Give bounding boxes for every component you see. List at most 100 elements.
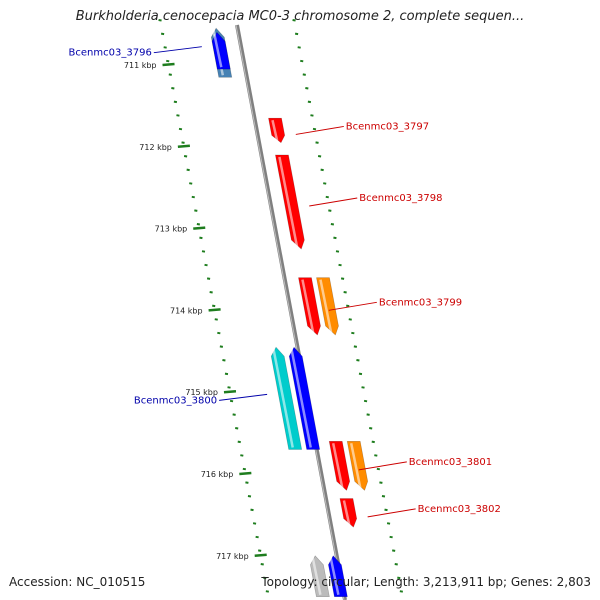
scale-tick-mark bbox=[162, 62, 175, 67]
ruler-dot bbox=[366, 413, 370, 416]
ruler-dot bbox=[392, 549, 396, 552]
ruler-dot bbox=[250, 508, 254, 512]
gene-label-bcenmc03-3801-leader bbox=[358, 461, 407, 471]
gene-unlabeled-gray-shine bbox=[311, 557, 322, 595]
ruler-dot bbox=[199, 236, 203, 240]
scale-tick-mark bbox=[239, 471, 252, 476]
ruler-dot bbox=[325, 195, 329, 199]
scale-tick-label: 716 kbp bbox=[201, 470, 234, 479]
gene-unlabeled-orange[interactable] bbox=[346, 440, 369, 491]
ruler-dot bbox=[212, 304, 216, 308]
ruler-dot bbox=[320, 168, 324, 172]
gene-bcenmc03-3798[interactable] bbox=[275, 154, 305, 250]
ruler-dot bbox=[340, 277, 345, 280]
ruler-dot bbox=[217, 331, 221, 335]
ruler-dot bbox=[194, 209, 198, 212]
ruler-dot bbox=[323, 182, 327, 185]
ruler-dot bbox=[232, 413, 236, 416]
ruler-dot bbox=[222, 359, 226, 362]
ruler-dot bbox=[348, 318, 352, 321]
scale-tick-mark bbox=[254, 553, 267, 558]
gene-label-bcenmc03-3796-leader bbox=[153, 46, 202, 54]
ruler-dot bbox=[242, 467, 247, 471]
gene-bcenmc03-3799-shine bbox=[301, 279, 315, 334]
ruler-dot bbox=[305, 87, 309, 90]
ruler-dot bbox=[204, 263, 208, 267]
ruler-dot bbox=[201, 250, 206, 253]
ruler-dot bbox=[227, 386, 231, 389]
ruler-dot bbox=[363, 399, 368, 403]
ruler-dot bbox=[247, 495, 252, 498]
ruler-dot bbox=[386, 522, 391, 525]
ruler-dot bbox=[173, 100, 178, 104]
gene-bcenmc03-3797-shine bbox=[271, 119, 279, 141]
ruler-dot bbox=[186, 168, 190, 172]
ruler-dot bbox=[181, 141, 185, 144]
ruler-dot bbox=[255, 535, 259, 539]
ruler-dot bbox=[260, 563, 264, 566]
ruler-dot bbox=[310, 114, 314, 117]
map-title: Burkholderia cenocepacia MC0-3 chromosom… bbox=[75, 9, 525, 24]
gene-bcenmc03-3801[interactable] bbox=[328, 440, 351, 491]
ruler-dot bbox=[235, 427, 239, 430]
ruler-dot bbox=[292, 19, 296, 22]
scale-tick-label: 715 kbp bbox=[185, 388, 218, 397]
ruler-dot bbox=[351, 331, 355, 335]
ruler-dot bbox=[240, 454, 244, 457]
ruler-dot bbox=[361, 386, 365, 389]
gene-label-bcenmc03-3802[interactable]: Bcenmc03_3802 bbox=[418, 504, 501, 515]
ruler-dot bbox=[183, 155, 188, 158]
gene-label-bcenmc03-3798-leader bbox=[309, 197, 358, 207]
ruler-dot bbox=[237, 440, 241, 444]
scale-tick-mark bbox=[208, 308, 221, 312]
ruler-dot bbox=[229, 399, 234, 403]
ruler-dot bbox=[330, 223, 335, 226]
ruler-dot bbox=[335, 250, 340, 253]
gene-unlabeled-blue-shine bbox=[329, 557, 340, 595]
gene-label-bcenmc03-3802-leader bbox=[367, 508, 416, 518]
ruler-dot bbox=[214, 318, 218, 321]
ruler-dot bbox=[379, 481, 383, 484]
gene-bcenmc03-3799[interactable] bbox=[298, 277, 321, 336]
ruler-dot bbox=[353, 345, 358, 348]
scale-tick-label: 713 kbp bbox=[155, 225, 188, 234]
gene-label-bcenmc03-3801[interactable]: Bcenmc03_3801 bbox=[409, 457, 492, 468]
gene-label-bcenmc03-3797-leader bbox=[295, 125, 344, 135]
gene-bcenmc03-3796-shine bbox=[213, 34, 223, 68]
ruler-dot bbox=[206, 277, 211, 280]
ruler-dot bbox=[394, 563, 398, 566]
gene-bcenmc03-3800-shine bbox=[272, 348, 294, 448]
ruler-dot bbox=[300, 59, 304, 63]
gene-label-bcenmc03-3796[interactable]: Bcenmc03_3796 bbox=[69, 48, 152, 59]
ruler-dot bbox=[328, 209, 332, 212]
ruler-dot bbox=[346, 304, 350, 308]
gene-unlabeled-orange-shine bbox=[349, 443, 362, 489]
ruler-dot bbox=[265, 590, 270, 593]
ruler-dot bbox=[245, 481, 249, 484]
ruler-dot bbox=[209, 291, 213, 294]
ruler-dot bbox=[158, 19, 162, 22]
gene-label-bcenmc03-3798[interactable]: Bcenmc03_3798 bbox=[359, 193, 442, 204]
gene-label-bcenmc03-3799-leader bbox=[328, 301, 377, 311]
ruler-dot bbox=[358, 372, 363, 376]
ruler-dot bbox=[356, 359, 360, 362]
ruler-dot bbox=[294, 32, 299, 36]
gene-label-bcenmc03-3797[interactable]: Bcenmc03_3797 bbox=[346, 121, 429, 132]
ruler-dot bbox=[381, 495, 386, 498]
accession-text: Accession: NC_010515 bbox=[9, 575, 146, 589]
scale-tick-label: 711 kbp bbox=[124, 61, 157, 70]
gene-label-bcenmc03-3799[interactable]: Bcenmc03_3799 bbox=[379, 297, 462, 308]
scale-tick-mark bbox=[177, 144, 190, 149]
ruler-dot bbox=[178, 127, 183, 131]
gene-label-bcenmc03-3800[interactable]: Bcenmc03_3800 bbox=[134, 395, 217, 406]
ruler-dot bbox=[160, 32, 165, 36]
ruler-dot bbox=[163, 46, 167, 49]
ruler-dot bbox=[333, 236, 337, 240]
ruler-dot bbox=[258, 549, 262, 552]
genome-backbone bbox=[235, 24, 347, 600]
ruler-dot bbox=[317, 155, 322, 158]
scale-tick-label: 717 kbp bbox=[216, 552, 249, 561]
ruler-dot bbox=[397, 576, 401, 580]
